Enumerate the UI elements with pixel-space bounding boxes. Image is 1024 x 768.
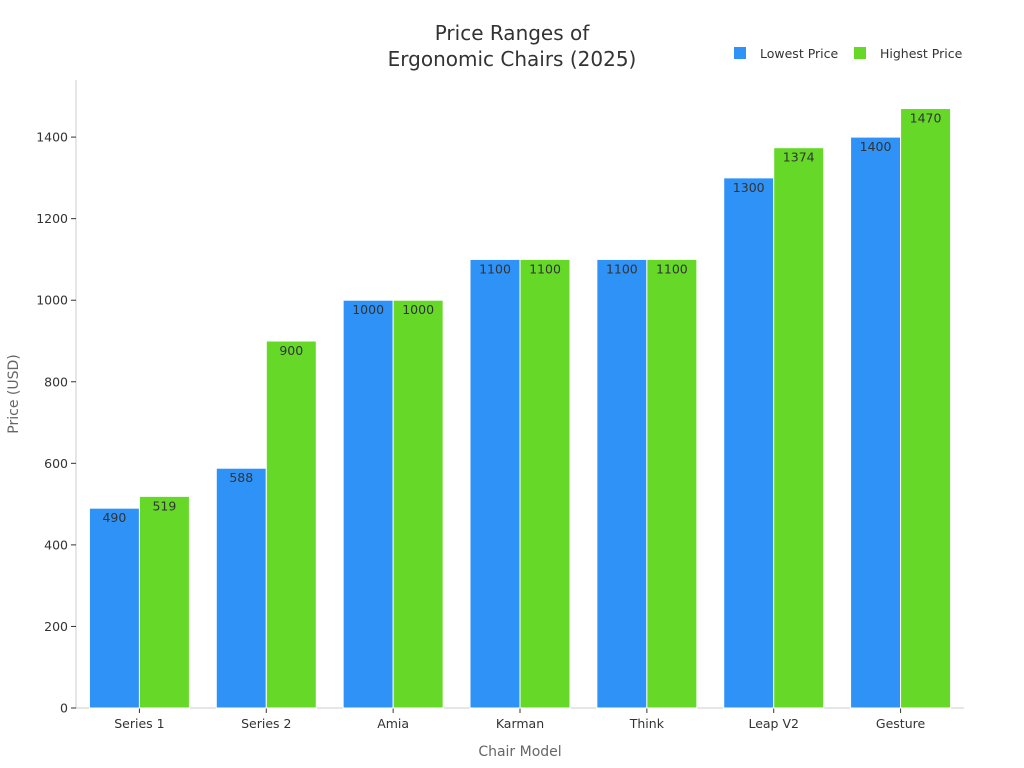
x-tick-label: Leap V2 <box>748 716 799 731</box>
x-axis-title: Chair Model <box>478 744 561 760</box>
x-tick-label: Series 1 <box>114 716 164 731</box>
legend-label-lowest: Lowest Price <box>760 46 838 61</box>
bar-lowest-price <box>850 136 902 709</box>
data-label-highest-price: 1100 <box>656 261 688 276</box>
legend-swatch-highest <box>854 47 866 59</box>
y-axis-title: Price (USD) <box>6 354 22 433</box>
bar-lowest-price <box>342 299 394 709</box>
bar-highest-price <box>265 340 317 709</box>
bar-lowest-price <box>215 467 267 709</box>
data-label-highest-price: 1374 <box>783 150 815 165</box>
y-tick-label: 1400 <box>36 130 68 145</box>
bar-highest-price <box>392 299 444 709</box>
data-label-lowest-price: 1300 <box>733 180 765 195</box>
y-tick-label: 1000 <box>36 293 68 308</box>
y-tick-label: 400 <box>44 537 68 552</box>
y-tick-label: 0 <box>60 701 68 716</box>
data-label-highest-price: 1000 <box>402 302 434 317</box>
bar-lowest-price <box>596 258 648 709</box>
x-tick-label: Think <box>629 716 665 731</box>
bar-highest-price <box>773 147 825 709</box>
data-label-highest-price: 1470 <box>910 111 942 126</box>
y-tick-label: 1200 <box>36 211 68 226</box>
data-label-lowest-price: 1100 <box>479 261 511 276</box>
data-label-lowest-price: 1000 <box>352 302 384 317</box>
bar-highest-price <box>900 108 952 709</box>
chart-title-line-1: Price Ranges of <box>435 21 591 45</box>
legend-label-highest: Highest Price <box>880 46 963 61</box>
bar-lowest-price <box>723 177 775 709</box>
data-label-lowest-price: 1100 <box>606 261 638 276</box>
data-label-lowest-price: 1400 <box>860 139 892 154</box>
bars-group <box>88 108 952 709</box>
legend-swatch-lowest <box>734 47 746 59</box>
y-axis: 0 200 400 600 800 1000 1200 1400 <box>36 80 77 716</box>
y-tick-label: 600 <box>44 456 68 471</box>
data-label-highest-price: 519 <box>152 498 176 513</box>
data-label-highest-price: 1100 <box>529 261 561 276</box>
bar-highest-price <box>138 495 190 709</box>
x-axis: Series 1 Series 2 Amia Karman Think Leap V2 Ge… <box>76 707 964 731</box>
data-labels-group: 490 519 588 900 1000 1000 1100 1100 1100 1100 1300… <box>102 111 941 526</box>
bar-lowest-price <box>469 258 521 709</box>
data-label-lowest-price: 588 <box>229 470 253 485</box>
x-tick-label: Series 2 <box>241 716 291 731</box>
legend: Lowest Price Highest Price <box>734 46 963 61</box>
data-label-lowest-price: 490 <box>102 510 126 525</box>
bar-highest-price <box>519 258 571 709</box>
y-tick-label: 200 <box>44 619 68 634</box>
x-tick-label: Gesture <box>876 716 926 731</box>
bar-lowest-price <box>88 507 140 709</box>
x-tick-label: Karman <box>496 716 544 731</box>
chart-title-line-2: Ergonomic Chairs (2025) <box>388 47 637 71</box>
bar-highest-price <box>646 258 698 709</box>
y-tick-label: 800 <box>44 374 68 389</box>
data-label-highest-price: 900 <box>279 343 303 358</box>
x-tick-label: Amia <box>377 716 409 731</box>
